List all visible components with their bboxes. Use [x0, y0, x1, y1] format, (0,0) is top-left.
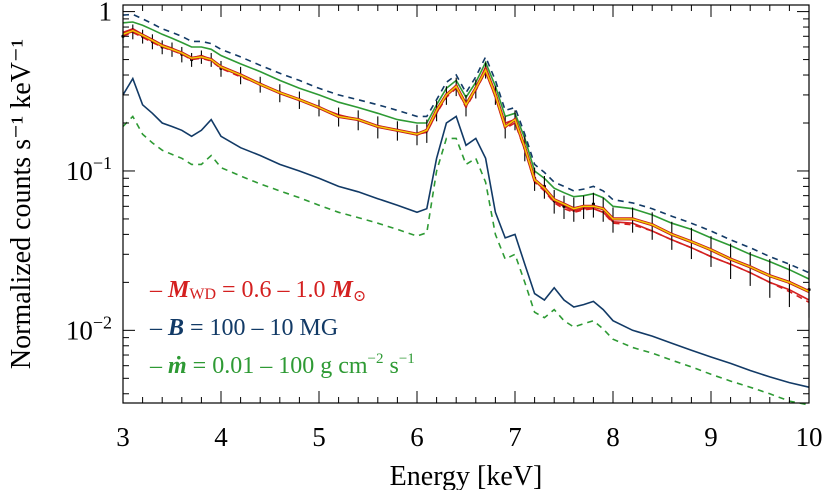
tick-labels: 3 4 5 6 7 8 9 10 1 10−1 10−2	[66, 0, 823, 452]
x-tick-label: 4	[214, 422, 228, 452]
x-tick-label: 5	[312, 422, 326, 452]
x-tick-label: 9	[704, 422, 718, 452]
x-tick-label: 6	[410, 422, 424, 452]
y-axis-label: Normalized counts s⁻¹ keV⁻¹	[6, 39, 37, 369]
y-tick-label: 10−1	[66, 153, 112, 186]
legend-entry-rate: – ṁ = 0.01 – 100 g cm−2 s−1	[149, 351, 415, 379]
model-line-field-model-lower	[122, 76, 810, 388]
plot-frame	[122, 4, 810, 404]
x-tick-label: 3	[116, 422, 130, 452]
x-tick-label: 10	[796, 422, 823, 452]
y-tick-label: 1	[99, 0, 113, 27]
model-curves	[122, 13, 810, 406]
x-tick-label: 8	[606, 422, 620, 452]
axis-ticks	[122, 5, 810, 403]
x-axis-label: Energy [keV]	[390, 461, 543, 490]
fit-line-outline	[122, 28, 810, 294]
model-line-rate-model-upper	[122, 21, 810, 280]
model-line-mass-model-alt	[122, 31, 810, 304]
model-line-rate-model-lower	[122, 115, 810, 406]
observed-data	[121, 24, 811, 318]
x-tick-label: 7	[508, 422, 522, 452]
fit-line-best-fit	[122, 29, 810, 293]
y-tick-label: 10−2	[66, 312, 112, 345]
legend-entry-mass: – MWD = 0.6 – 1.0 M⊙	[149, 277, 366, 305]
legend: – MWD = 0.6 – 1.0 M⊙ – B = 100 – 10 MG – ṁ…	[149, 277, 415, 379]
legend-entry-field: – B = 100 – 10 MG	[149, 315, 338, 341]
